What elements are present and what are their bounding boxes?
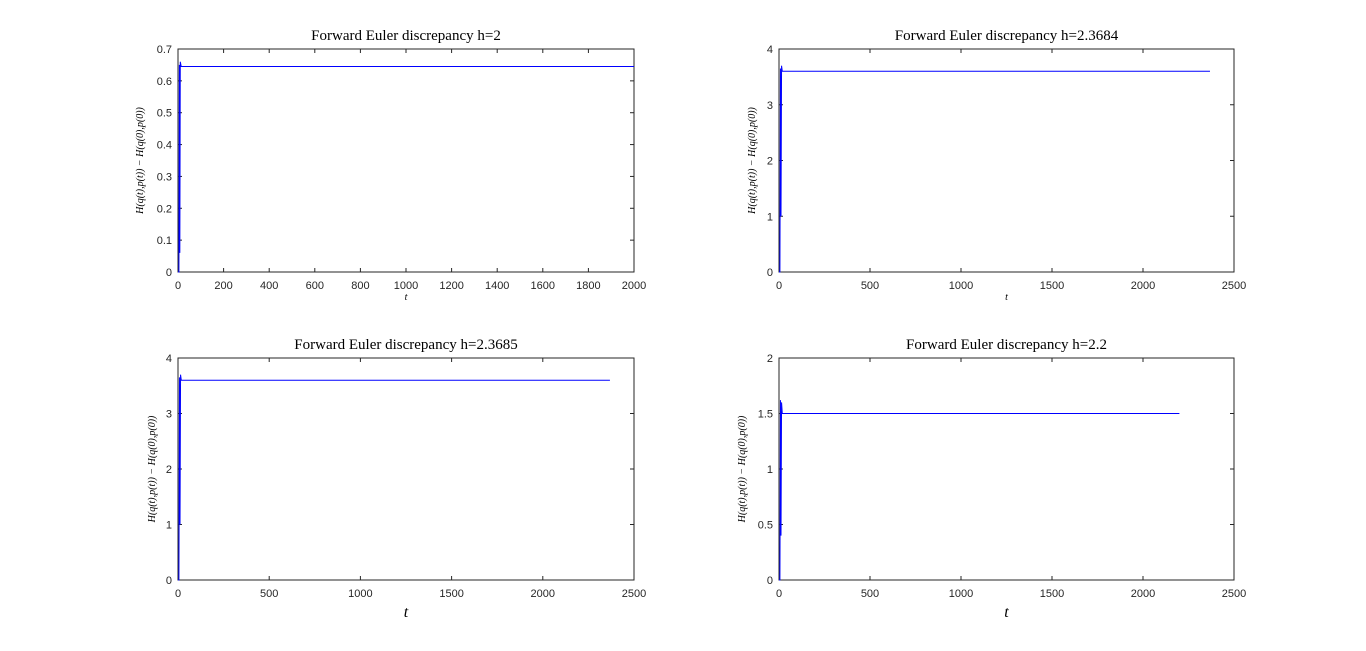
x-tick-label: 2500 xyxy=(1222,588,1246,600)
y-axis-label: H(q(t),p(t)) − H(q(0),p(0)) xyxy=(135,106,146,214)
y-tick-label: 1 xyxy=(767,464,773,476)
x-tick-label: 1000 xyxy=(949,588,973,600)
x-axis-label: t xyxy=(1005,292,1008,303)
x-tick-label: 1000 xyxy=(348,588,372,600)
chart-title: Forward Euler discrepancy h=2.3685 xyxy=(294,337,517,353)
y-tick-label: 1 xyxy=(166,520,172,532)
x-tick-label: 2500 xyxy=(1222,280,1246,292)
x-tick-label: 1200 xyxy=(439,280,463,292)
chart-title: Forward Euler discrepancy h=2.2 xyxy=(906,337,1107,353)
y-tick-label: 0 xyxy=(166,267,172,279)
chart-title: Forward Euler discrepancy h=2 xyxy=(311,28,501,44)
y-tick-label: 0.3 xyxy=(157,171,172,183)
x-tick-label: 500 xyxy=(260,588,278,600)
y-tick-label: 2 xyxy=(166,464,172,476)
x-tick-label: 800 xyxy=(351,280,369,292)
x-tick-label: 0 xyxy=(776,280,782,292)
series-line-1 xyxy=(178,374,610,581)
y-tick-label: 3 xyxy=(767,100,773,112)
y-tick-label: 1.5 xyxy=(758,409,773,421)
x-tick-label: 1000 xyxy=(394,280,418,292)
y-tick-label: 0 xyxy=(166,575,172,587)
x-axis-label: t xyxy=(1004,604,1009,621)
x-tick-label: 1600 xyxy=(531,280,555,292)
chart-title: Forward Euler discrepancy h=2.3684 xyxy=(895,28,1119,44)
x-tick-label: 1500 xyxy=(439,588,463,600)
y-tick-label: 0 xyxy=(767,575,773,587)
x-axis-label: t xyxy=(405,292,408,303)
y-tick-label: 0.7 xyxy=(157,44,172,56)
x-tick-label: 0 xyxy=(776,588,782,600)
x-tick-label: 2000 xyxy=(1131,280,1155,292)
y-tick-label: 0.2 xyxy=(157,203,172,215)
x-tick-label: 200 xyxy=(214,280,232,292)
y-axis-label: H(q(t),p(t)) − H(q(0),p(0)) xyxy=(147,415,158,523)
y-tick-label: 4 xyxy=(166,353,172,365)
x-tick-label: 1500 xyxy=(1040,280,1064,292)
x-axis-label: t xyxy=(404,604,409,621)
y-tick-label: 0.5 xyxy=(758,520,773,532)
x-tick-label: 500 xyxy=(861,588,879,600)
axes-box xyxy=(778,357,1235,581)
x-tick-label: 1800 xyxy=(576,280,600,292)
x-tick-label: 400 xyxy=(260,280,278,292)
y-axis-label: H(q(t),p(t)) − H(q(0),p(0)) xyxy=(737,415,748,523)
x-tick-label: 1500 xyxy=(1040,588,1064,600)
y-tick-label: 0.5 xyxy=(157,108,172,120)
y-tick-label: 0.6 xyxy=(157,76,172,88)
y-tick-label: 1 xyxy=(767,211,773,223)
y-tick-label: 0.1 xyxy=(157,235,172,247)
x-tick-label: 500 xyxy=(861,280,879,292)
axes-box xyxy=(177,357,635,581)
y-axis-label: H(q(t),p(t)) − H(q(0),p(0)) xyxy=(747,106,758,214)
y-tick-label: 2 xyxy=(767,353,773,365)
x-tick-label: 1000 xyxy=(949,280,973,292)
x-tick-label: 2000 xyxy=(622,280,646,292)
axes-box xyxy=(778,48,1235,273)
axes-box xyxy=(177,48,635,273)
x-tick-label: 2000 xyxy=(531,588,555,600)
subplot-3: 0 500 1000 1500 2000 2500 0 1 2 3 4 Forward Euler d… xyxy=(147,337,646,621)
x-tick-label: 2000 xyxy=(1131,588,1155,600)
series-line-1 xyxy=(779,400,1180,581)
subplot-2: 0 500 1000 1500 2000 2500 0 1 2 3 4 Forward Euler d… xyxy=(747,28,1246,303)
x-tick-label: 2500 xyxy=(622,588,646,600)
x-tick-label: 0 xyxy=(175,280,181,292)
x-tick-label: 600 xyxy=(306,280,324,292)
x-tick-label: 0 xyxy=(175,588,181,600)
y-tick-label: 0.4 xyxy=(157,140,172,152)
y-tick-label: 4 xyxy=(767,44,773,56)
subplot-1: 0 200 400 600 800 1000 1200 1400 1600 1800 2000 0 0.… xyxy=(135,28,646,303)
y-tick-label: 3 xyxy=(166,409,172,421)
series-line-1 xyxy=(178,61,634,273)
x-tick-label: 1400 xyxy=(485,280,509,292)
subplot-4: 0 500 1000 1500 2000 2500 0 0.5 1 1.5 2 Forward Eul… xyxy=(737,337,1246,621)
series-line-1 xyxy=(779,65,1210,273)
y-tick-label: 0 xyxy=(767,267,773,279)
y-tick-label: 2 xyxy=(767,156,773,168)
